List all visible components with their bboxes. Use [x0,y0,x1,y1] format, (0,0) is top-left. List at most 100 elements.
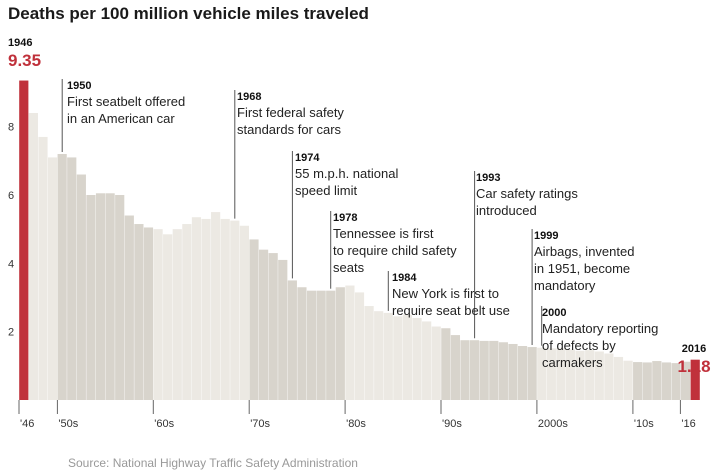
bar-1966 [211,212,221,400]
bar-1996 [498,342,508,400]
annotation-1999: 1999 Airbags, invented in 1951, become mand… [534,230,634,293]
x-tick-label: '46 [20,418,34,430]
annotation-text: carmakers [542,355,603,370]
highlight-year-1946: 1946 [8,37,32,49]
y-tick-label: 4 [8,258,14,270]
bar-1986 [402,314,413,400]
bar-2006 [594,351,604,400]
bar-1974 [287,280,297,400]
bar-2014 [671,363,681,400]
bar-1985 [393,316,403,400]
annotation-text: in 1951, become [534,261,630,276]
bar-2000 [537,347,547,400]
bar-2013 [661,362,672,400]
annotation-year: 1968 [237,91,261,103]
bar-1950 [57,154,67,400]
bar-1977 [316,290,326,400]
bar-2009 [623,360,633,400]
bar-2008 [613,356,624,400]
bar-2005 [585,350,595,400]
annotation-text: New York is first to [392,286,499,301]
bar-1978 [326,290,336,400]
annotation-text: in an American car [67,111,175,126]
annotation-leaders [61,79,543,346]
bar-1988 [422,321,432,400]
annotation-year: 1950 [67,80,91,92]
annotation-text: First federal safety [237,105,344,120]
annotation-text: Mandatory reporting [542,321,658,336]
bar-1964 [191,217,202,400]
annotation-year: 2000 [542,307,566,319]
source-note: Source: National Highway Traffic Safety … [68,456,358,470]
bar-1970 [249,239,259,400]
y-tick-label: 6 [8,190,14,202]
bar-1984 [383,312,393,401]
bar-1949 [47,157,58,400]
bar-1960 [153,229,163,400]
annotation-text: First seatbelt offered [67,94,185,109]
bar-1962 [172,229,182,400]
annotation-year: 1984 [392,272,417,284]
bar-1982 [364,306,374,400]
bar-1972 [268,253,278,400]
highlight-value-2016: 1.18 [677,357,710,376]
bar-1998 [517,346,528,400]
bar-1957 [124,215,134,400]
bar-2012 [652,361,662,400]
bar-1975 [297,287,307,400]
annotation-1984: 1984 New York is first to require seat bel… [392,272,510,318]
highlight-labels: 1946 9.35 2016 1.18 [8,37,711,376]
x-tick-label: 2000s [538,418,568,430]
bar-1997 [508,343,518,400]
y-tick-label: 2 [8,327,14,339]
bar-2001 [546,348,556,400]
annotation-year: 1974 [295,152,320,164]
annotation-2000: 2000 Mandatory reporting of defects by carm… [542,307,658,370]
bar-2015 [681,361,691,400]
bar-2002 [556,348,566,400]
x-tick-label: '16 [681,418,695,430]
annotation-text: Car safety ratings [476,186,578,201]
bar-2016 [690,359,700,400]
bar-1967 [220,218,230,400]
annotation-1968: 1968 First federal safety standards for ca… [237,91,344,137]
bar-1963 [182,224,192,400]
bar-1991 [450,335,461,400]
x-axis: '46 '50s '60s '70s '80s '90s 2000s '10s '16 [18,400,696,430]
bar-1958 [134,224,144,400]
bar-1961 [163,234,173,400]
bar-1951 [67,157,77,400]
bar-1980 [345,285,355,400]
annotation-year: 1993 [476,172,500,184]
annotation-year: 1978 [333,212,357,224]
bar-1971 [258,249,269,400]
chart-title: Deaths per 100 million vehicle miles tra… [8,4,369,23]
bar-1994 [479,340,489,400]
bar-1968 [230,220,240,401]
bar-1976 [306,290,317,400]
annotation-text: speed limit [295,183,358,198]
bar-1953 [86,195,96,400]
y-axis: 2 4 6 8 [8,122,14,339]
x-tick-label: '70s [250,418,270,430]
annotations: 1950 First seatbelt offered in an American… [67,80,658,370]
annotation-text: introduced [476,203,537,218]
annotation-text: standards for cars [237,122,342,137]
bar-1956 [115,195,125,400]
annotation-text: 55 m.p.h. national [295,166,398,181]
bar-1954 [95,193,106,400]
bar-1999 [527,347,537,400]
bar-1946 [19,80,29,400]
bar-1948 [38,136,48,401]
bar-1992 [460,340,470,400]
bar-1993 [470,340,480,400]
bar-1955 [105,193,115,400]
x-tick-label: '80s [346,418,366,430]
annotation-text: Tennessee is first [333,226,434,241]
bar-2003 [565,349,576,400]
bar-1987 [412,318,422,400]
bar-1952 [76,174,86,400]
annotation-text: require seat belt use [392,303,510,318]
annotation-year: 1999 [534,230,558,242]
